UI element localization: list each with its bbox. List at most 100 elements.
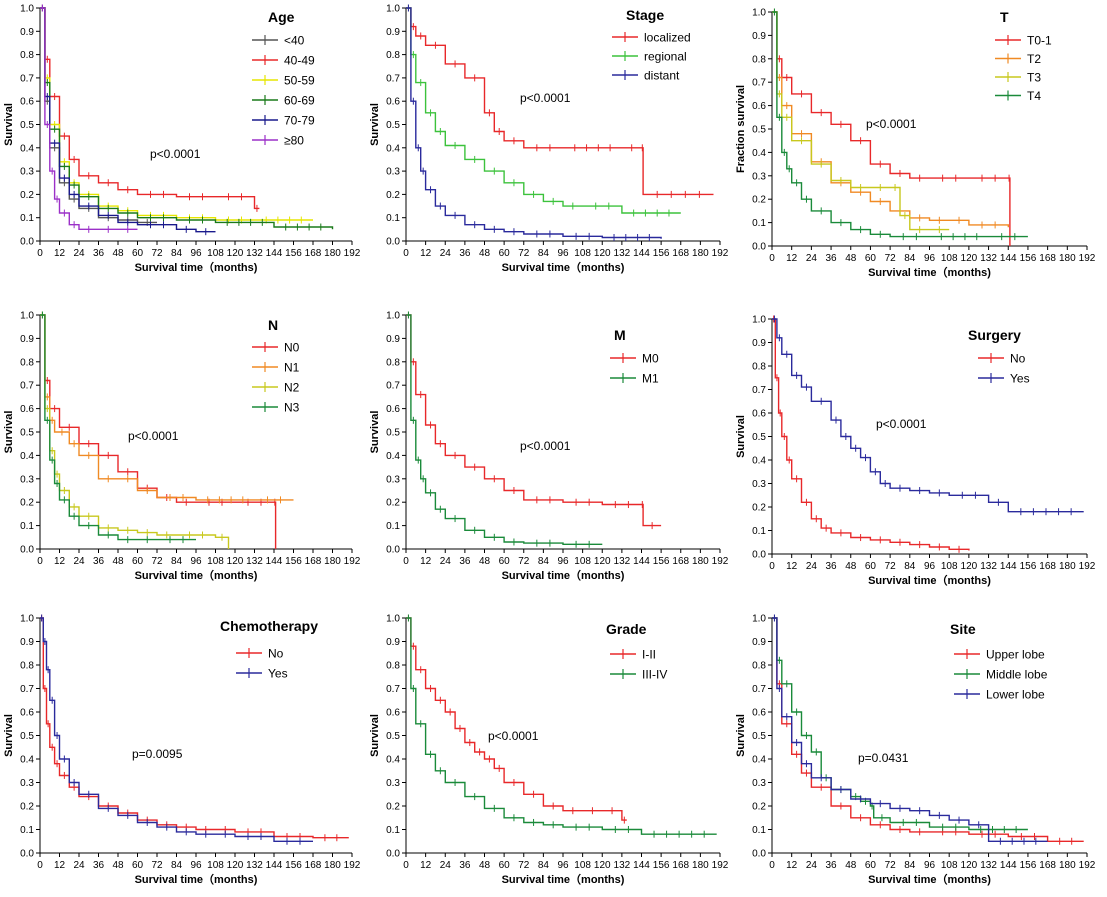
x-tick-label: 84 (171, 248, 183, 259)
km-panel: 0.0 0.1 0.2 0.3 0.4 0.5 0.6 0.7 0.8 0.9 1.0 0 12 24 36… (735, 614, 1096, 887)
y-tick-label: 0.7 (20, 381, 34, 392)
legend-label: Yes (268, 667, 288, 681)
y-tick-label: 0.1 (20, 213, 34, 224)
y-tick-label: 0.0 (386, 849, 400, 860)
y-tick-label: 0.1 (20, 825, 34, 836)
x-tick-label: 84 (904, 860, 916, 871)
km-curve (406, 314, 662, 527)
y-tick-label: 0.5 (20, 428, 34, 439)
km-curve (406, 617, 627, 821)
legend-label: N1 (284, 361, 300, 375)
y-tick-label: 0.6 (752, 708, 766, 719)
x-tick-label: 12 (420, 248, 432, 259)
km-curve (40, 617, 313, 842)
x-tick-label: 96 (557, 860, 569, 871)
x-axis-title: Survival time（months) (502, 873, 625, 886)
km-curve (40, 7, 260, 210)
x-tick-label: 192 (712, 556, 729, 567)
legend-label: N2 (284, 381, 300, 395)
y-tick-label: 0.9 (386, 637, 400, 648)
x-axis-title: Survival time（months) (135, 261, 258, 274)
y-tick-label: 0.9 (386, 334, 400, 345)
p-value: p<0.0001 (150, 147, 201, 161)
x-tick-label: 0 (403, 556, 409, 567)
x-tick-label: 180 (324, 860, 341, 871)
x-tick-label: 120 (227, 248, 244, 259)
km-panel: 0.0 0.1 0.2 0.3 0.4 0.5 0.6 0.7 0.8 0.9 1.0 0 12 24 36… (369, 311, 729, 583)
x-tick-label: 24 (806, 561, 818, 572)
y-tick-label: 0.1 (386, 825, 400, 836)
x-tick-label: 36 (93, 860, 105, 871)
x-tick-label: 24 (806, 253, 818, 264)
y-tick-label: 0.6 (386, 404, 400, 415)
x-tick-label: 60 (865, 561, 877, 572)
x-tick-label: 156 (285, 860, 302, 871)
x-tick-label: 60 (499, 556, 511, 567)
y-tick-label: 0.4 (386, 755, 400, 766)
x-tick-label: 12 (786, 253, 798, 264)
x-tick-label: 36 (826, 561, 838, 572)
x-tick-label: 144 (1000, 860, 1017, 871)
x-tick-label: 48 (112, 556, 124, 567)
x-tick-label: 144 (633, 248, 650, 259)
y-tick-label: 0.7 (386, 73, 400, 84)
x-tick-label: 96 (924, 561, 936, 572)
legend-label: M1 (642, 372, 659, 386)
y-tick-label: 0.6 (20, 404, 34, 415)
p-value: p<0.0001 (520, 91, 571, 105)
p-value: p<0.0001 (866, 117, 917, 131)
x-tick-label: 144 (1000, 253, 1017, 264)
x-tick-label: 132 (980, 253, 997, 264)
x-tick-label: 192 (344, 248, 361, 259)
y-tick-label: 0.8 (752, 362, 766, 373)
y-tick-label: 0.1 (386, 213, 400, 224)
km-curve (406, 314, 603, 545)
x-tick-label: 0 (769, 561, 775, 572)
x-tick-label: 60 (132, 556, 144, 567)
km-curve (406, 617, 717, 835)
y-tick-label: 0.0 (752, 242, 766, 253)
legend-label: Yes (1010, 372, 1030, 386)
x-tick-label: 180 (324, 248, 341, 259)
y-tick-label: 0.6 (386, 97, 400, 108)
y-tick-label: 0.8 (386, 357, 400, 368)
y-tick-label: 0.9 (752, 31, 766, 42)
y-tick-label: 0.7 (752, 78, 766, 89)
x-tick-label: 12 (54, 248, 66, 259)
y-tick-label: 1.0 (752, 315, 766, 326)
x-tick-label: 192 (344, 860, 361, 871)
x-tick-label: 108 (574, 248, 591, 259)
km-curve (772, 11, 1011, 246)
x-tick-label: 12 (54, 860, 66, 871)
x-tick-label: 156 (653, 860, 670, 871)
p-value: p<0.0001 (128, 429, 179, 443)
legend-title: N (268, 317, 278, 333)
x-tick-label: 156 (1020, 860, 1037, 871)
x-tick-label: 156 (285, 248, 302, 259)
x-tick-label: 36 (826, 860, 838, 871)
y-tick-label: 0.4 (386, 451, 400, 462)
legend-label: 50-59 (284, 74, 315, 88)
x-tick-label: 48 (479, 556, 491, 567)
legend-title: Stage (626, 7, 664, 23)
legend-title: Site (950, 621, 976, 637)
y-tick-label: 0.9 (752, 338, 766, 349)
x-tick-label: 120 (961, 860, 978, 871)
x-tick-label: 24 (440, 556, 452, 567)
x-tick-label: 36 (93, 556, 105, 567)
legend-label: <40 (284, 34, 305, 48)
y-tick-label: 0.9 (20, 334, 34, 345)
x-tick-label: 120 (594, 248, 611, 259)
x-tick-label: 96 (190, 248, 202, 259)
x-tick-label: 168 (305, 860, 322, 871)
x-tick-label: 192 (712, 860, 729, 871)
x-tick-label: 24 (73, 248, 85, 259)
y-tick-label: 0.5 (20, 731, 34, 742)
y-tick-label: 0.9 (752, 637, 766, 648)
x-tick-label: 168 (1039, 561, 1056, 572)
y-tick-label: 0.0 (20, 545, 34, 556)
y-tick-label: 0.9 (386, 27, 400, 38)
y-tick-label: 0.3 (752, 479, 766, 490)
legend-label: Upper lobe (986, 648, 1045, 662)
x-tick-label: 120 (227, 860, 244, 871)
